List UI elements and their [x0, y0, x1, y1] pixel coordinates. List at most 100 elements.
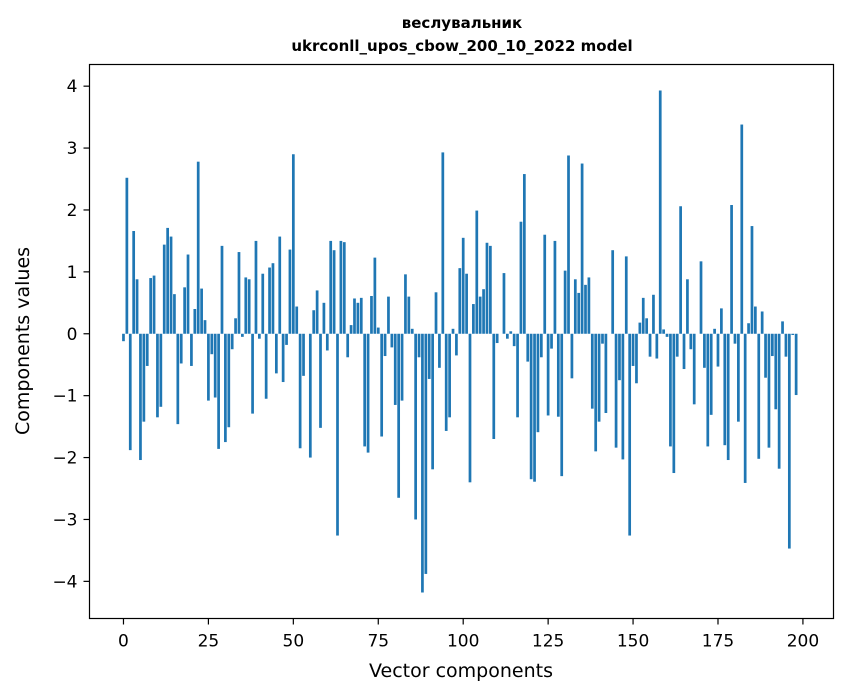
bar	[730, 205, 733, 334]
bar	[271, 263, 275, 334]
y-tick-label: −1	[52, 387, 77, 407]
bar	[312, 310, 316, 334]
bar	[190, 333, 193, 366]
y-tick-label: −2	[52, 449, 77, 469]
bar	[295, 306, 299, 334]
bar	[754, 306, 757, 334]
bar	[339, 240, 343, 334]
bar	[135, 279, 139, 334]
bar	[573, 279, 577, 334]
bar	[414, 333, 417, 520]
y-tick-label: −4	[52, 572, 77, 592]
bar	[366, 333, 370, 453]
bar	[587, 277, 591, 334]
bar	[709, 333, 713, 415]
bar	[635, 333, 638, 384]
bar	[302, 333, 305, 376]
bar	[183, 287, 186, 334]
bar	[492, 333, 496, 439]
bar	[652, 294, 655, 334]
bar	[383, 333, 387, 357]
bar	[577, 292, 581, 334]
bar	[434, 292, 438, 334]
bar	[641, 297, 645, 334]
bar	[193, 309, 197, 334]
bar	[556, 333, 560, 417]
bar	[444, 333, 448, 431]
bar	[363, 333, 367, 447]
bar	[264, 333, 268, 399]
bar	[241, 333, 244, 337]
bar	[648, 333, 652, 357]
bar	[244, 277, 248, 334]
bar	[536, 333, 540, 433]
bar	[563, 270, 567, 334]
bar	[686, 279, 689, 334]
bar	[560, 333, 564, 477]
bar	[675, 333, 679, 357]
bar	[539, 333, 543, 358]
bar	[210, 333, 214, 355]
bar	[550, 333, 553, 349]
bar	[122, 333, 125, 342]
plot-frame	[88, 63, 835, 620]
bar	[750, 226, 754, 334]
bar	[658, 90, 662, 334]
bar	[770, 333, 774, 357]
bar	[376, 327, 380, 334]
bar	[268, 267, 271, 334]
bar	[669, 333, 672, 447]
bar	[567, 155, 570, 334]
x-tick-label: 100	[447, 632, 479, 652]
bar	[787, 333, 791, 549]
bar	[720, 308, 723, 334]
bar	[393, 333, 397, 405]
bar	[410, 328, 414, 334]
bar	[373, 257, 377, 334]
bar	[611, 250, 615, 334]
x-tick-label: 200	[787, 632, 819, 652]
bar	[152, 275, 156, 334]
bar	[207, 333, 210, 401]
bar	[196, 161, 200, 334]
x-tick-label: 125	[532, 632, 564, 652]
bar	[584, 284, 587, 334]
bar	[546, 333, 550, 416]
x-tick-label: 0	[118, 632, 129, 652]
bar	[747, 323, 750, 334]
bar	[519, 221, 523, 334]
bar	[794, 333, 798, 396]
bar	[213, 333, 217, 398]
bar	[349, 325, 353, 334]
bar	[723, 333, 727, 446]
bar	[237, 252, 241, 334]
bar	[522, 174, 526, 334]
bar	[325, 333, 329, 351]
bar	[604, 333, 608, 413]
bar	[767, 333, 771, 448]
bar	[298, 333, 302, 449]
bar	[506, 333, 509, 339]
bar	[322, 302, 326, 334]
bar	[230, 333, 234, 350]
bar	[489, 245, 492, 334]
bar	[200, 288, 203, 334]
bar	[387, 296, 390, 334]
bar	[145, 333, 149, 366]
x-axis-ticks: 0 25 50 75 100 125 150 175 200	[118, 618, 819, 652]
bar	[281, 333, 285, 383]
bar	[655, 333, 659, 359]
bar	[699, 261, 703, 334]
x-tick-label: 50	[283, 632, 305, 652]
y-tick-label: 4	[67, 77, 78, 97]
bar	[472, 304, 475, 334]
bar	[533, 333, 536, 482]
bar	[441, 152, 445, 334]
bar	[448, 333, 451, 418]
bar	[258, 333, 261, 339]
bar	[139, 333, 142, 461]
bar	[743, 333, 747, 483]
bar	[784, 333, 788, 357]
bar	[455, 333, 458, 356]
bar	[543, 234, 547, 334]
